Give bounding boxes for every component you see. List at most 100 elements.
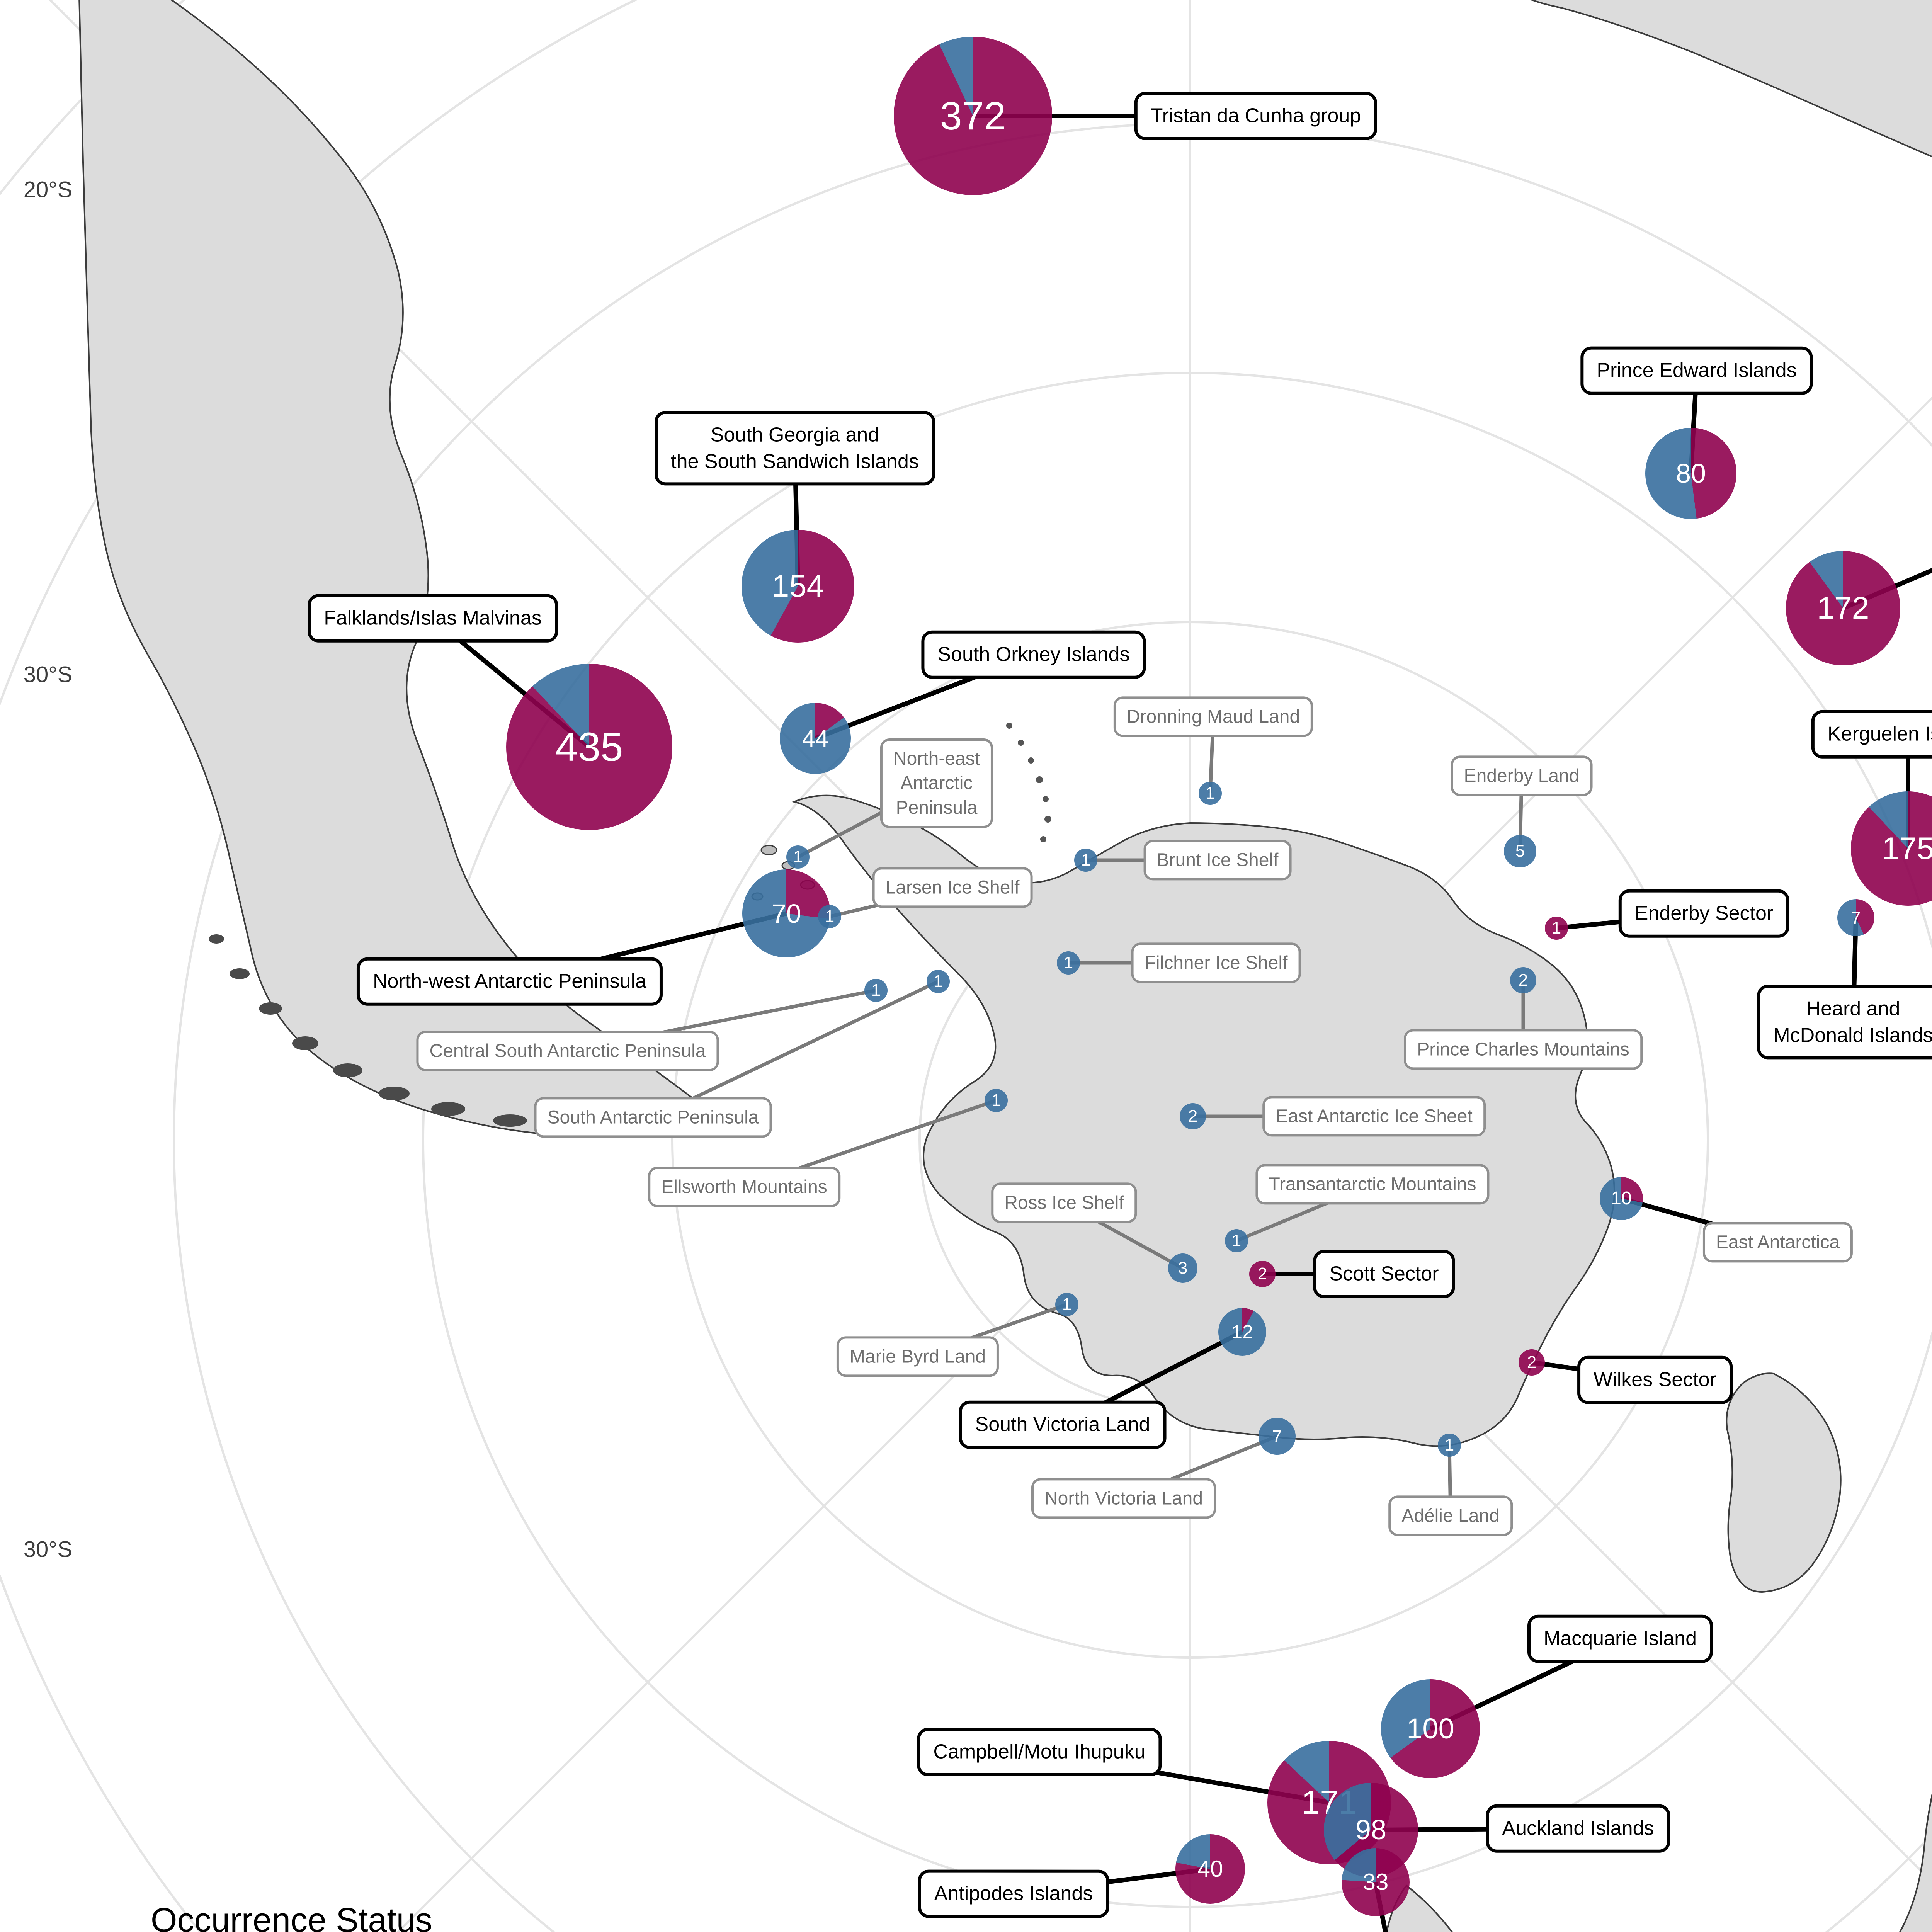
label-larsen-line: Larsen Ice Shelf xyxy=(885,877,1020,898)
pie-nw-peninsula: 70 xyxy=(742,869,830,957)
label-nw-peninsula: North-west Antarctic Peninsula xyxy=(356,957,663,1006)
landmass-africa xyxy=(1530,0,1932,158)
label-ne-peninsula-line: Peninsula xyxy=(896,797,978,818)
label-south-georgia-line: South Georgia and xyxy=(710,423,879,446)
label-east-antarctica-line: East Antarctica xyxy=(1716,1232,1840,1253)
pie-value-central-south-peninsula: 1 xyxy=(871,981,881,1000)
label-south-victoria-line: South Victoria Land xyxy=(975,1413,1150,1436)
label-south-antarctic-peninsula-line: South Antarctic Peninsula xyxy=(547,1107,759,1128)
label-antipodes: Antipodes Islands xyxy=(918,1869,1109,1918)
pie-value-tristan: 372 xyxy=(940,94,1006,138)
label-enderby-land: Enderby Land xyxy=(1451,755,1593,796)
label-heard: Heard and McDonald Islands xyxy=(1757,985,1932,1060)
pie-value-filchner: 1 xyxy=(1063,953,1073,972)
pie-value-prince-charles: 2 xyxy=(1518,971,1528,990)
label-south-orkney-line: South Orkney Islands xyxy=(937,643,1130,666)
pie-north-victoria: 7 xyxy=(1259,1418,1296,1455)
label-ellsworth-line: Ellsworth Mountains xyxy=(661,1177,827,1197)
pie-value-south-victoria: 12 xyxy=(1231,1321,1253,1343)
landmass-nz-north-island xyxy=(1726,1372,1842,1593)
label-east-antarctica: East Antarctica xyxy=(1702,1222,1853,1263)
pie-prince-edward: 80 xyxy=(1645,428,1736,519)
pie-value-south-antarctic-peninsula: 1 xyxy=(933,972,943,991)
pie-ne-peninsula: 1 xyxy=(786,845,810,869)
label-enderby-land-line: Enderby Land xyxy=(1464,765,1580,786)
pie-falklands: 435 xyxy=(506,664,672,830)
pie-value-kerguelen: 175 xyxy=(1882,831,1932,866)
pie-value-crozet: 172 xyxy=(1817,590,1869,626)
pie-value-antipodes: 40 xyxy=(1197,1856,1223,1882)
pie-value-ross: 3 xyxy=(1178,1259,1188,1277)
label-ne-peninsula-line: North-east xyxy=(893,748,980,769)
pie-marie-byrd: 1 xyxy=(1055,1293,1078,1316)
pie-south-georgia: 154 xyxy=(742,530,854,643)
label-campbell: Campbell/Motu Ihupuku xyxy=(917,1728,1162,1776)
pie-value-east-antarctica: 10 xyxy=(1611,1188,1632,1209)
label-prince-charles: Prince Charles Mountains xyxy=(1404,1029,1643,1070)
pie-value-prince-edward: 80 xyxy=(1676,458,1706,488)
label-ellsworth: Ellsworth Mountains xyxy=(648,1167,840,1208)
pie-enderby-sector: 1 xyxy=(1545,917,1568,940)
label-brunt: Brunt Ice Shelf xyxy=(1143,840,1292,881)
legend: Occurrence Status PresentAbsent or Uncer… xyxy=(151,1900,447,1932)
label-auckland-line: Auckland Islands xyxy=(1502,1817,1654,1840)
pie-value-enderby-sector: 1 xyxy=(1551,918,1561,937)
label-prince-charles-line: Prince Charles Mountains xyxy=(1417,1039,1629,1060)
pie-heard: 7 xyxy=(1837,899,1874,936)
label-scott-sector-line: Scott Sector xyxy=(1329,1262,1439,1285)
pie-transantarctic: 1 xyxy=(1225,1229,1248,1252)
pie-value-ne-peninsula: 1 xyxy=(793,847,803,866)
pie-value-dronning-maud: 1 xyxy=(1205,784,1215,803)
label-filchner: Filchner Ice Shelf xyxy=(1131,942,1301,983)
label-scott-sector: Scott Sector xyxy=(1313,1250,1455,1298)
pie-value-scott-sector: 2 xyxy=(1257,1264,1267,1283)
label-prince-edward: Prince Edward Islands xyxy=(1580,346,1813,395)
pie-value-marie-byrd: 1 xyxy=(1062,1295,1072,1314)
islets-south-sandwich xyxy=(1006,723,1051,842)
label-heard-line: McDonald Islands xyxy=(1773,1024,1932,1046)
pie-value-north-victoria: 7 xyxy=(1272,1426,1282,1446)
pie-value-east-ice-sheet: 2 xyxy=(1188,1107,1198,1126)
pie-value-enderby-land: 5 xyxy=(1515,842,1525,861)
pie-value-transantarctic: 1 xyxy=(1231,1231,1242,1250)
label-south-orkney: South Orkney Islands xyxy=(921,630,1146,679)
label-north-victoria-line: North Victoria Land xyxy=(1044,1488,1203,1509)
pie-value-brunt: 1 xyxy=(1081,850,1091,869)
label-transantarctic: Transantarctic Mountains xyxy=(1255,1164,1490,1205)
pie-filchner: 1 xyxy=(1057,951,1080,975)
pie-adelie: 1 xyxy=(1438,1434,1461,1457)
label-wilkes-sector-line: Wilkes Sector xyxy=(1594,1368,1716,1391)
pie-macquarie: 100 xyxy=(1381,1679,1480,1778)
pie-value-south-georgia: 154 xyxy=(772,568,824,604)
label-adelie-line: Adélie Land xyxy=(1401,1505,1500,1526)
label-central-south-peninsula: Central South Antarctic Peninsula xyxy=(416,1031,719,1071)
label-falklands-line: Falklands/Islas Malvinas xyxy=(324,607,542,629)
label-dronning-maud: Dronning Maud Land xyxy=(1113,696,1313,737)
pie-enderby-land: 5 xyxy=(1504,835,1536,867)
pie-brunt: 1 xyxy=(1074,849,1097,872)
pie-larsen: 1 xyxy=(818,905,841,928)
label-wilkes-sector: Wilkes Sector xyxy=(1577,1355,1733,1404)
pie-east-ice-sheet: 2 xyxy=(1180,1103,1206,1129)
pie-value-auckland: 98 xyxy=(1355,1815,1387,1845)
label-larsen: Larsen Ice Shelf xyxy=(872,867,1033,908)
pie-value-wilkes-sector: 2 xyxy=(1527,1353,1537,1372)
label-marie-byrd: Marie Byrd Land xyxy=(836,1336,999,1377)
label-transantarctic-line: Transantarctic Mountains xyxy=(1269,1174,1476,1195)
label-ne-peninsula: North-east Antarctic Peninsula xyxy=(880,738,993,828)
label-south-georgia-line: the South Sandwich Islands xyxy=(671,450,919,473)
legend-title: Occurrence Status xyxy=(151,1901,432,1932)
label-macquarie-line: Macquarie Island xyxy=(1544,1627,1697,1650)
label-enderby-sector: Enderby Sector xyxy=(1618,889,1790,938)
label-tristan-line: Tristan da Cunha group xyxy=(1150,104,1361,127)
pie-south-orkney: 44 xyxy=(780,703,851,774)
pie-wilkes-sector: 2 xyxy=(1519,1349,1545,1376)
label-kerguelen-line: Kerguelen Islands xyxy=(1827,723,1932,745)
label-auckland: Auckland Islands xyxy=(1486,1804,1670,1853)
label-south-antarctic-peninsula: South Antarctic Peninsula xyxy=(534,1097,772,1138)
pie-south-antarctic-peninsula: 1 xyxy=(927,970,950,993)
pie-value-macquarie: 100 xyxy=(1406,1713,1454,1745)
label-macquarie: Macquarie Island xyxy=(1527,1614,1713,1663)
pie-value-ellsworth: 1 xyxy=(991,1091,1001,1110)
label-nw-peninsula-line: North-west Antarctic Peninsula xyxy=(372,970,647,993)
